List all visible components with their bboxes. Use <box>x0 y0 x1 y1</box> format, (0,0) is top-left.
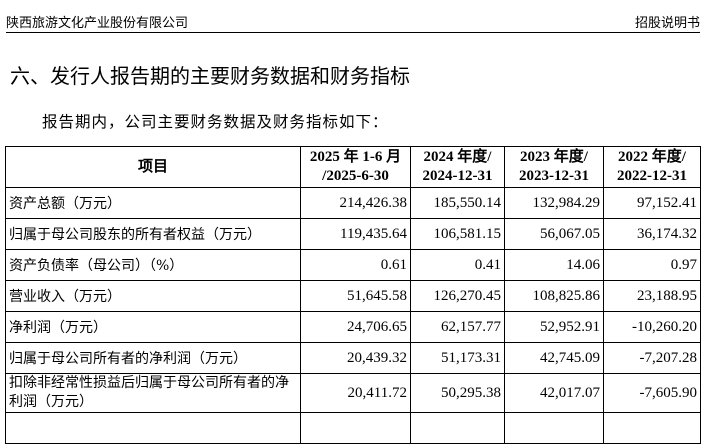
cell-value: 20,411.72 <box>300 373 411 413</box>
column-header: 2023 年度/2023-12-31 <box>504 146 604 188</box>
cell-value: 52,952.91 <box>504 311 604 343</box>
financial-table: 项目 2025 年 1-6 月/2025-6-30 2024 年度/2024-12-… <box>5 146 701 444</box>
column-header: 2025 年 1-6 月/2025-6-30 <box>300 146 411 188</box>
column-header: 2022 年度/2022-12-31 <box>603 146 701 188</box>
table-row: 归属于母公司所有者的净利润（万元） 20,439.32 51,173.31 42,74… <box>5 342 701 374</box>
page-header: 陕西旅游文化产业股份有限公司 招股说明书 <box>6 10 700 33</box>
row-label: 归属于母公司股东的所有者权益（万元） <box>5 218 301 250</box>
row-label: 归属于母公司所有者的净利润（万元） <box>5 342 301 374</box>
document-type: 招股说明书 <box>634 16 700 31</box>
column-header-line: 项目 <box>137 158 168 175</box>
cell-value: 42,745.09 <box>504 342 604 374</box>
row-label: 资产总额（万元） <box>5 187 301 219</box>
column-header-line: 2023-12-31 <box>519 168 589 184</box>
cell-value <box>5 412 301 444</box>
cell-value: 20,439.32 <box>300 342 411 374</box>
cell-value <box>300 412 411 444</box>
cell-value: 108,825.86 <box>504 280 604 312</box>
table-row <box>5 412 701 444</box>
table-row: 扣除非经常性损益后归属于母公司所有者的净利润（万元） 20,411.72 50,29… <box>5 373 701 413</box>
cell-value: 214,426.38 <box>300 187 411 219</box>
column-header-line: /2025-6-30 <box>322 168 389 184</box>
cell-value: 24,706.65 <box>300 311 411 343</box>
cell-value: -10,260.20 <box>603 311 701 343</box>
table-row: 资产总额（万元） 214,426.38 185,550.14 132,984.29 97… <box>5 187 701 219</box>
cell-value: 97,152.41 <box>603 187 701 219</box>
cell-value: 56,067.05 <box>504 218 604 250</box>
column-header-line: 2024 年度/ <box>423 149 492 165</box>
company-name: 陕西旅游文化产业股份有限公司 <box>6 16 189 31</box>
row-label: 资产负债率（母公司）（%） <box>5 249 301 281</box>
column-header: 2024 年度/2024-12-31 <box>410 146 505 188</box>
column-header-line: 2025 年 1-6 月 <box>309 149 402 165</box>
row-label: 营业收入（万元） <box>5 280 301 312</box>
cell-value <box>603 412 701 444</box>
row-label: 净利润（万元） <box>5 311 301 343</box>
cell-value: 185,550.14 <box>410 187 505 219</box>
cell-value: 62,157.77 <box>410 311 505 343</box>
row-label: 扣除非经常性损益后归属于母公司所有者的净利润（万元） <box>5 373 301 413</box>
cell-value: 0.97 <box>603 249 701 281</box>
cell-value: 14.06 <box>504 249 604 281</box>
table-header-row: 项目 2025 年 1-6 月/2025-6-30 2024 年度/2024-12-… <box>5 146 701 188</box>
column-header-line: 2023 年度/ <box>520 149 588 165</box>
column-header: 项目 <box>5 146 301 188</box>
cell-value: 51,645.58 <box>300 280 411 312</box>
cell-value <box>504 412 604 444</box>
cell-value: 36,174.32 <box>603 218 701 250</box>
cell-value: 0.41 <box>410 249 505 281</box>
cell-value: 126,270.45 <box>410 280 505 312</box>
column-header-line: 2022-12-31 <box>617 168 687 184</box>
cell-value: 132,984.29 <box>504 187 604 219</box>
cell-value <box>410 412 505 444</box>
column-header-line: 2024-12-31 <box>422 168 493 184</box>
cell-value: 42,017.07 <box>504 373 604 413</box>
cell-value: 51,173.31 <box>410 342 505 374</box>
cell-value: -7,207.28 <box>603 342 701 374</box>
section-title: 六、发行人报告期的主要财务数据和财务指标 <box>10 64 410 88</box>
cell-value: 0.61 <box>300 249 411 281</box>
column-header-line: 2022 年度/ <box>618 149 686 165</box>
cell-value: 50,295.38 <box>410 373 505 413</box>
table-row: 营业收入（万元） 51,645.58 126,270.45 108,825.86 23,… <box>5 280 701 312</box>
cell-value: 23,188.95 <box>603 280 701 312</box>
table-row: 净利润（万元） 24,706.65 62,157.77 52,952.91 -10,26… <box>5 311 701 343</box>
table-row: 资产负债率（母公司）（%） 0.61 0.41 14.06 0.97 <box>5 249 701 281</box>
cell-value: -7,605.90 <box>603 373 701 413</box>
cell-value: 119,435.64 <box>300 218 411 250</box>
intro-text: 报告期内，公司主要财务数据及财务指标如下： <box>42 113 389 131</box>
cell-value: 106,581.15 <box>410 218 505 250</box>
table-row: 归属于母公司股东的所有者权益（万元） 119,435.64 106,581.15 56… <box>5 218 701 250</box>
